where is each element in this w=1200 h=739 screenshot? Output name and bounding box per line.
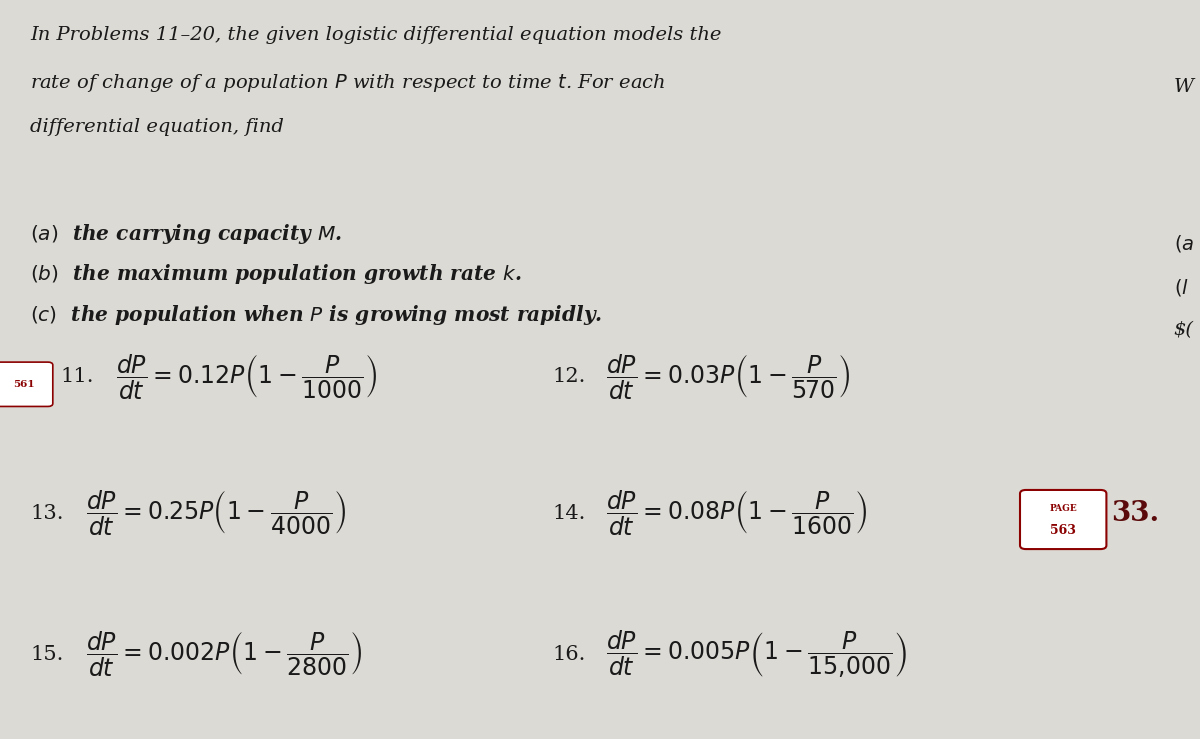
Text: $(c)$  the population when $P$ is growing most rapidly.: $(c)$ the population when $P$ is growing… [30, 303, 602, 327]
Text: W: W [1174, 78, 1194, 95]
Text: $\dfrac{dP}{dt} = 0.08P\left(1 - \dfrac{P}{1600}\right)$: $\dfrac{dP}{dt} = 0.08P\left(1 - \dfrac{… [606, 489, 868, 538]
Text: 563: 563 [1050, 525, 1076, 537]
FancyBboxPatch shape [0, 362, 53, 406]
Text: In Problems 11–20, the given logistic differential equation models the: In Problems 11–20, the given logistic di… [30, 26, 721, 44]
Text: $(b)$  the maximum population growth rate $k$.: $(b)$ the maximum population growth rate… [30, 262, 522, 286]
Text: $(: $( [1174, 321, 1194, 339]
Text: 33.: 33. [1111, 500, 1159, 527]
Text: rate of change of a population $P$ with respect to time $t$. For each: rate of change of a population $P$ with … [30, 72, 665, 94]
Text: $\dfrac{dP}{dt} = 0.12P\left(1 - \dfrac{P}{1000}\right)$: $\dfrac{dP}{dt} = 0.12P\left(1 - \dfrac{… [116, 353, 378, 401]
Text: 16.: 16. [552, 644, 586, 664]
Text: 13.: 13. [30, 504, 64, 523]
Text: $\dfrac{dP}{dt} = 0.005P\left(1 - \dfrac{P}{15{,}000}\right)$: $\dfrac{dP}{dt} = 0.005P\left(1 - \dfrac… [606, 628, 907, 680]
Text: 12.: 12. [552, 367, 586, 386]
Text: $(a$: $(a$ [1174, 233, 1194, 253]
Text: PAGE: PAGE [1049, 504, 1078, 513]
FancyBboxPatch shape [1020, 490, 1106, 549]
Text: differential equation, find: differential equation, find [30, 118, 284, 135]
Text: $\dfrac{dP}{dt} = 0.03P\left(1 - \dfrac{P}{570}\right)$: $\dfrac{dP}{dt} = 0.03P\left(1 - \dfrac{… [606, 353, 851, 401]
Text: $(l$: $(l$ [1174, 277, 1188, 298]
Text: $(a)$  the carrying capacity $M$.: $(a)$ the carrying capacity $M$. [30, 222, 342, 245]
Text: $\dfrac{dP}{dt} = 0.002P\left(1 - \dfrac{P}{2800}\right)$: $\dfrac{dP}{dt} = 0.002P\left(1 - \dfrac… [86, 630, 362, 678]
Text: 11.: 11. [60, 367, 94, 386]
Text: 14.: 14. [552, 504, 586, 523]
Text: 15.: 15. [30, 644, 64, 664]
Text: $\dfrac{dP}{dt} = 0.25P\left(1 - \dfrac{P}{4000}\right)$: $\dfrac{dP}{dt} = 0.25P\left(1 - \dfrac{… [86, 489, 347, 538]
Text: 561: 561 [13, 380, 35, 389]
